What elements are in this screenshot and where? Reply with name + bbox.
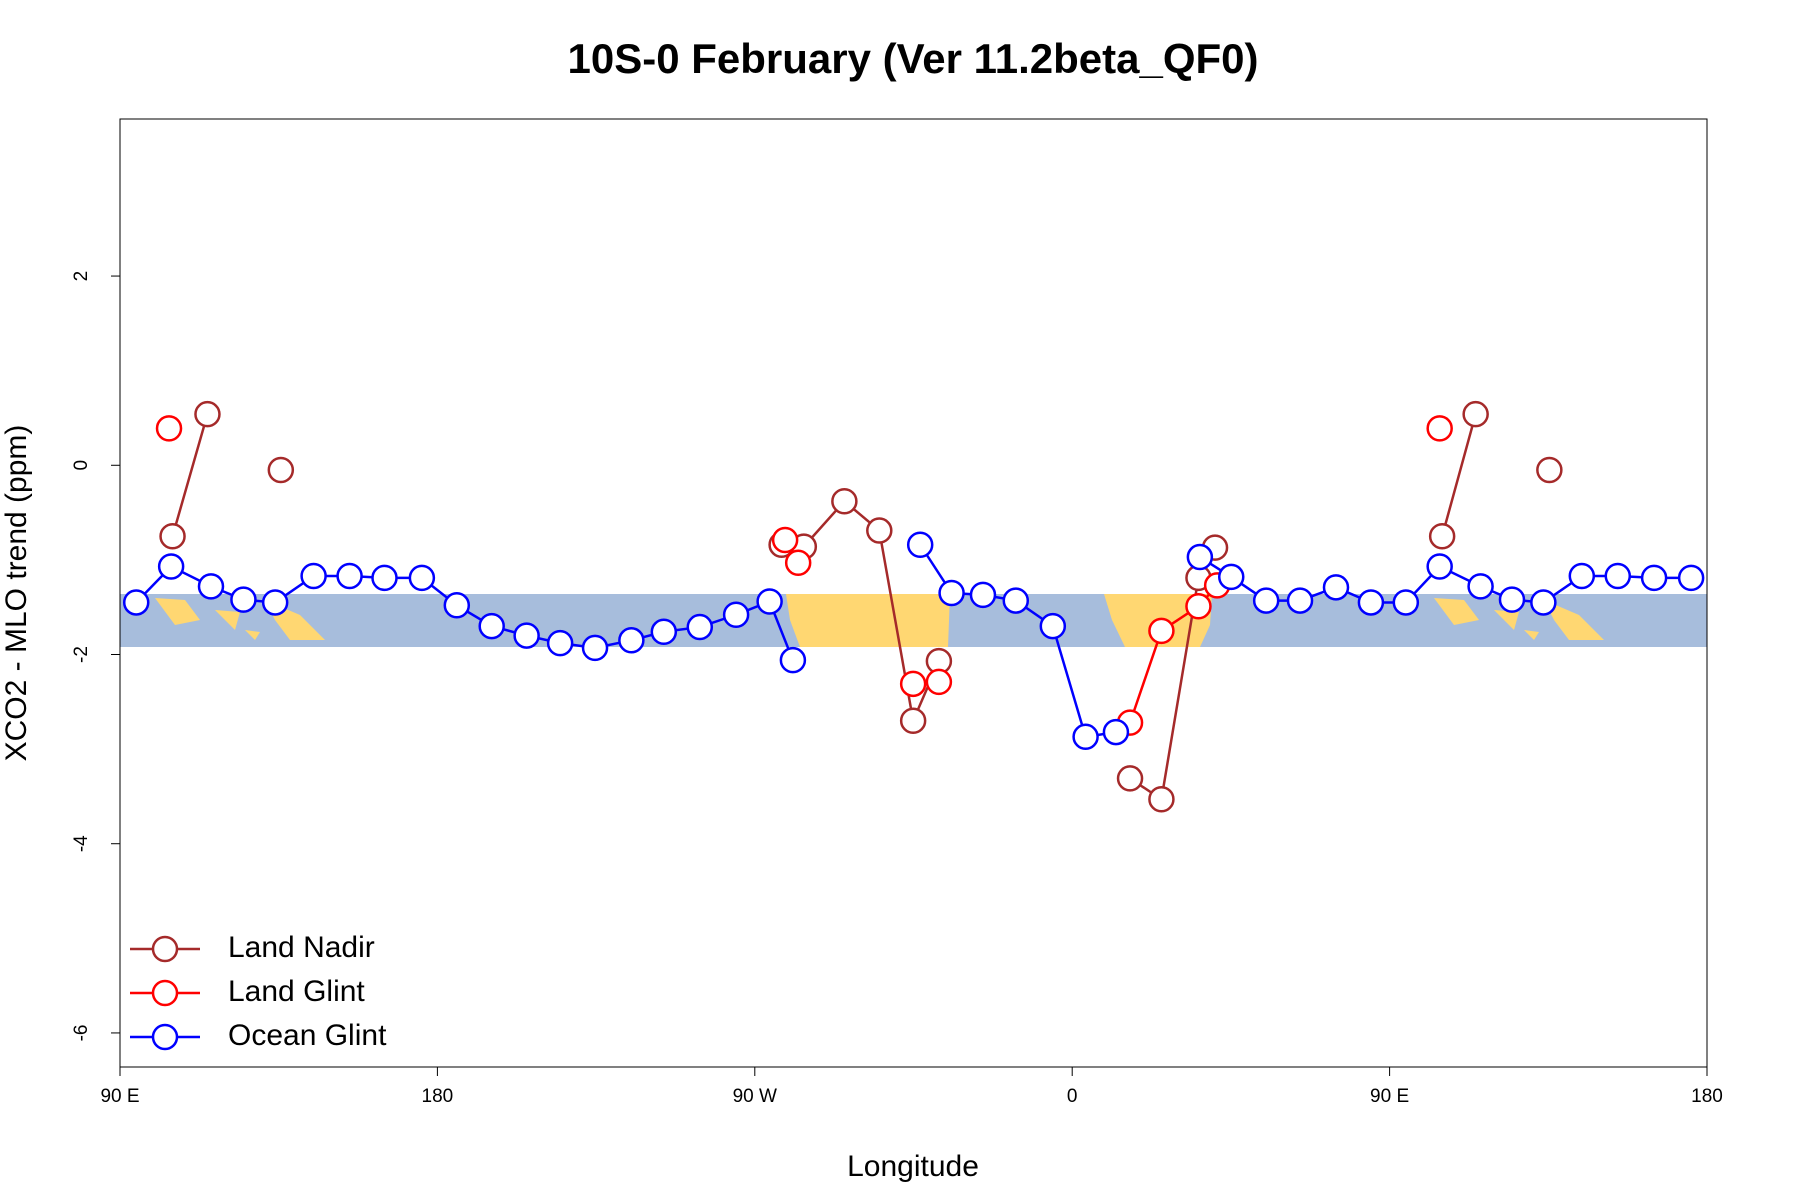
data-point bbox=[650, 618, 678, 646]
data-point bbox=[925, 668, 953, 696]
data-point bbox=[1286, 587, 1314, 614]
data-point bbox=[1428, 522, 1456, 550]
map-strip bbox=[120, 594, 1707, 647]
data-point bbox=[194, 400, 221, 428]
data-point bbox=[722, 601, 750, 629]
y-axis-label: XCO2 - MLO trend (ppm) bbox=[0, 425, 33, 762]
data-point bbox=[1426, 553, 1453, 580]
data-point bbox=[546, 629, 574, 657]
data-point bbox=[1039, 612, 1067, 640]
legend-label: Ocean Glint bbox=[228, 1019, 387, 1052]
legend: Land Nadir Land Glint Ocean Glint bbox=[130, 931, 387, 1052]
data-point bbox=[371, 564, 398, 592]
data-point bbox=[1186, 543, 1214, 571]
data-point bbox=[336, 562, 363, 590]
data-point bbox=[300, 562, 327, 590]
land-south-america bbox=[786, 594, 950, 647]
data-point bbox=[478, 612, 505, 640]
x-tick-label: 90 W bbox=[733, 1086, 777, 1107]
data-point bbox=[899, 707, 927, 734]
data-point bbox=[1072, 723, 1099, 751]
data-point bbox=[261, 589, 289, 616]
legend-marker bbox=[151, 935, 179, 963]
y-tick-label: -6 bbox=[71, 1024, 92, 1041]
legend-marker bbox=[151, 979, 179, 1007]
land-maritime-continent bbox=[1434, 598, 1604, 640]
x-tick-label: 90 E bbox=[100, 1086, 139, 1107]
y-tick-label: 2 bbox=[71, 271, 92, 282]
data-point bbox=[1116, 765, 1144, 792]
data-point bbox=[899, 670, 927, 698]
data-point bbox=[197, 573, 225, 600]
data-point bbox=[1677, 564, 1705, 592]
data-point bbox=[1218, 563, 1245, 591]
data-point bbox=[1426, 415, 1453, 442]
y-tick-label: -2 bbox=[71, 646, 92, 663]
data-point bbox=[938, 579, 965, 607]
data-point bbox=[1322, 574, 1350, 601]
data-point bbox=[969, 581, 997, 609]
data-point bbox=[784, 549, 812, 576]
data-point bbox=[581, 634, 609, 662]
data-point bbox=[157, 553, 185, 580]
data-point bbox=[686, 613, 714, 641]
data-point bbox=[1462, 400, 1489, 428]
data-point bbox=[1604, 562, 1632, 590]
x-tick-label: 180 bbox=[422, 1086, 454, 1107]
data-point bbox=[1148, 617, 1175, 645]
legend-marker bbox=[151, 1023, 179, 1051]
data-point bbox=[618, 627, 645, 654]
legend-label: Land Nadir bbox=[228, 931, 375, 964]
data-point bbox=[756, 588, 783, 615]
data-point bbox=[1498, 586, 1526, 613]
data-point bbox=[1148, 786, 1175, 813]
y-tick-label: 0 bbox=[71, 460, 92, 471]
data-point bbox=[267, 456, 295, 484]
data-point bbox=[866, 517, 893, 544]
data-point bbox=[1568, 562, 1596, 590]
data-point bbox=[1467, 573, 1494, 600]
data-point bbox=[771, 526, 799, 554]
data-point bbox=[159, 522, 186, 550]
plot-frame bbox=[119, 118, 1708, 1068]
data-point bbox=[1530, 589, 1557, 616]
data-point bbox=[122, 589, 150, 616]
data-point bbox=[1392, 589, 1420, 616]
data-point bbox=[779, 646, 807, 674]
y-tick-label: -4 bbox=[71, 835, 92, 852]
data-point bbox=[906, 531, 934, 558]
data-point bbox=[1102, 718, 1130, 746]
data-point bbox=[1640, 564, 1668, 592]
chart-title: 10S-0 February (Ver 11.2beta_QF0) bbox=[567, 35, 1258, 82]
data-point bbox=[443, 592, 471, 619]
x-tick-label: 90 E bbox=[1370, 1086, 1409, 1107]
x-axis-label: Longitude bbox=[847, 1150, 979, 1183]
data-point bbox=[408, 564, 436, 592]
data-point bbox=[1536, 456, 1563, 484]
legend-label: Land Glint bbox=[228, 975, 365, 1008]
data-point bbox=[1357, 589, 1385, 616]
data-point bbox=[230, 586, 257, 613]
data-point bbox=[831, 487, 858, 515]
data-point bbox=[1002, 587, 1030, 614]
x-tick-label: 180 bbox=[1691, 1086, 1723, 1107]
data-point bbox=[155, 415, 183, 442]
data-point bbox=[1185, 592, 1212, 620]
x-tick-label: 0 bbox=[1067, 1086, 1078, 1107]
data-point bbox=[1252, 587, 1280, 614]
data-point bbox=[513, 622, 540, 649]
